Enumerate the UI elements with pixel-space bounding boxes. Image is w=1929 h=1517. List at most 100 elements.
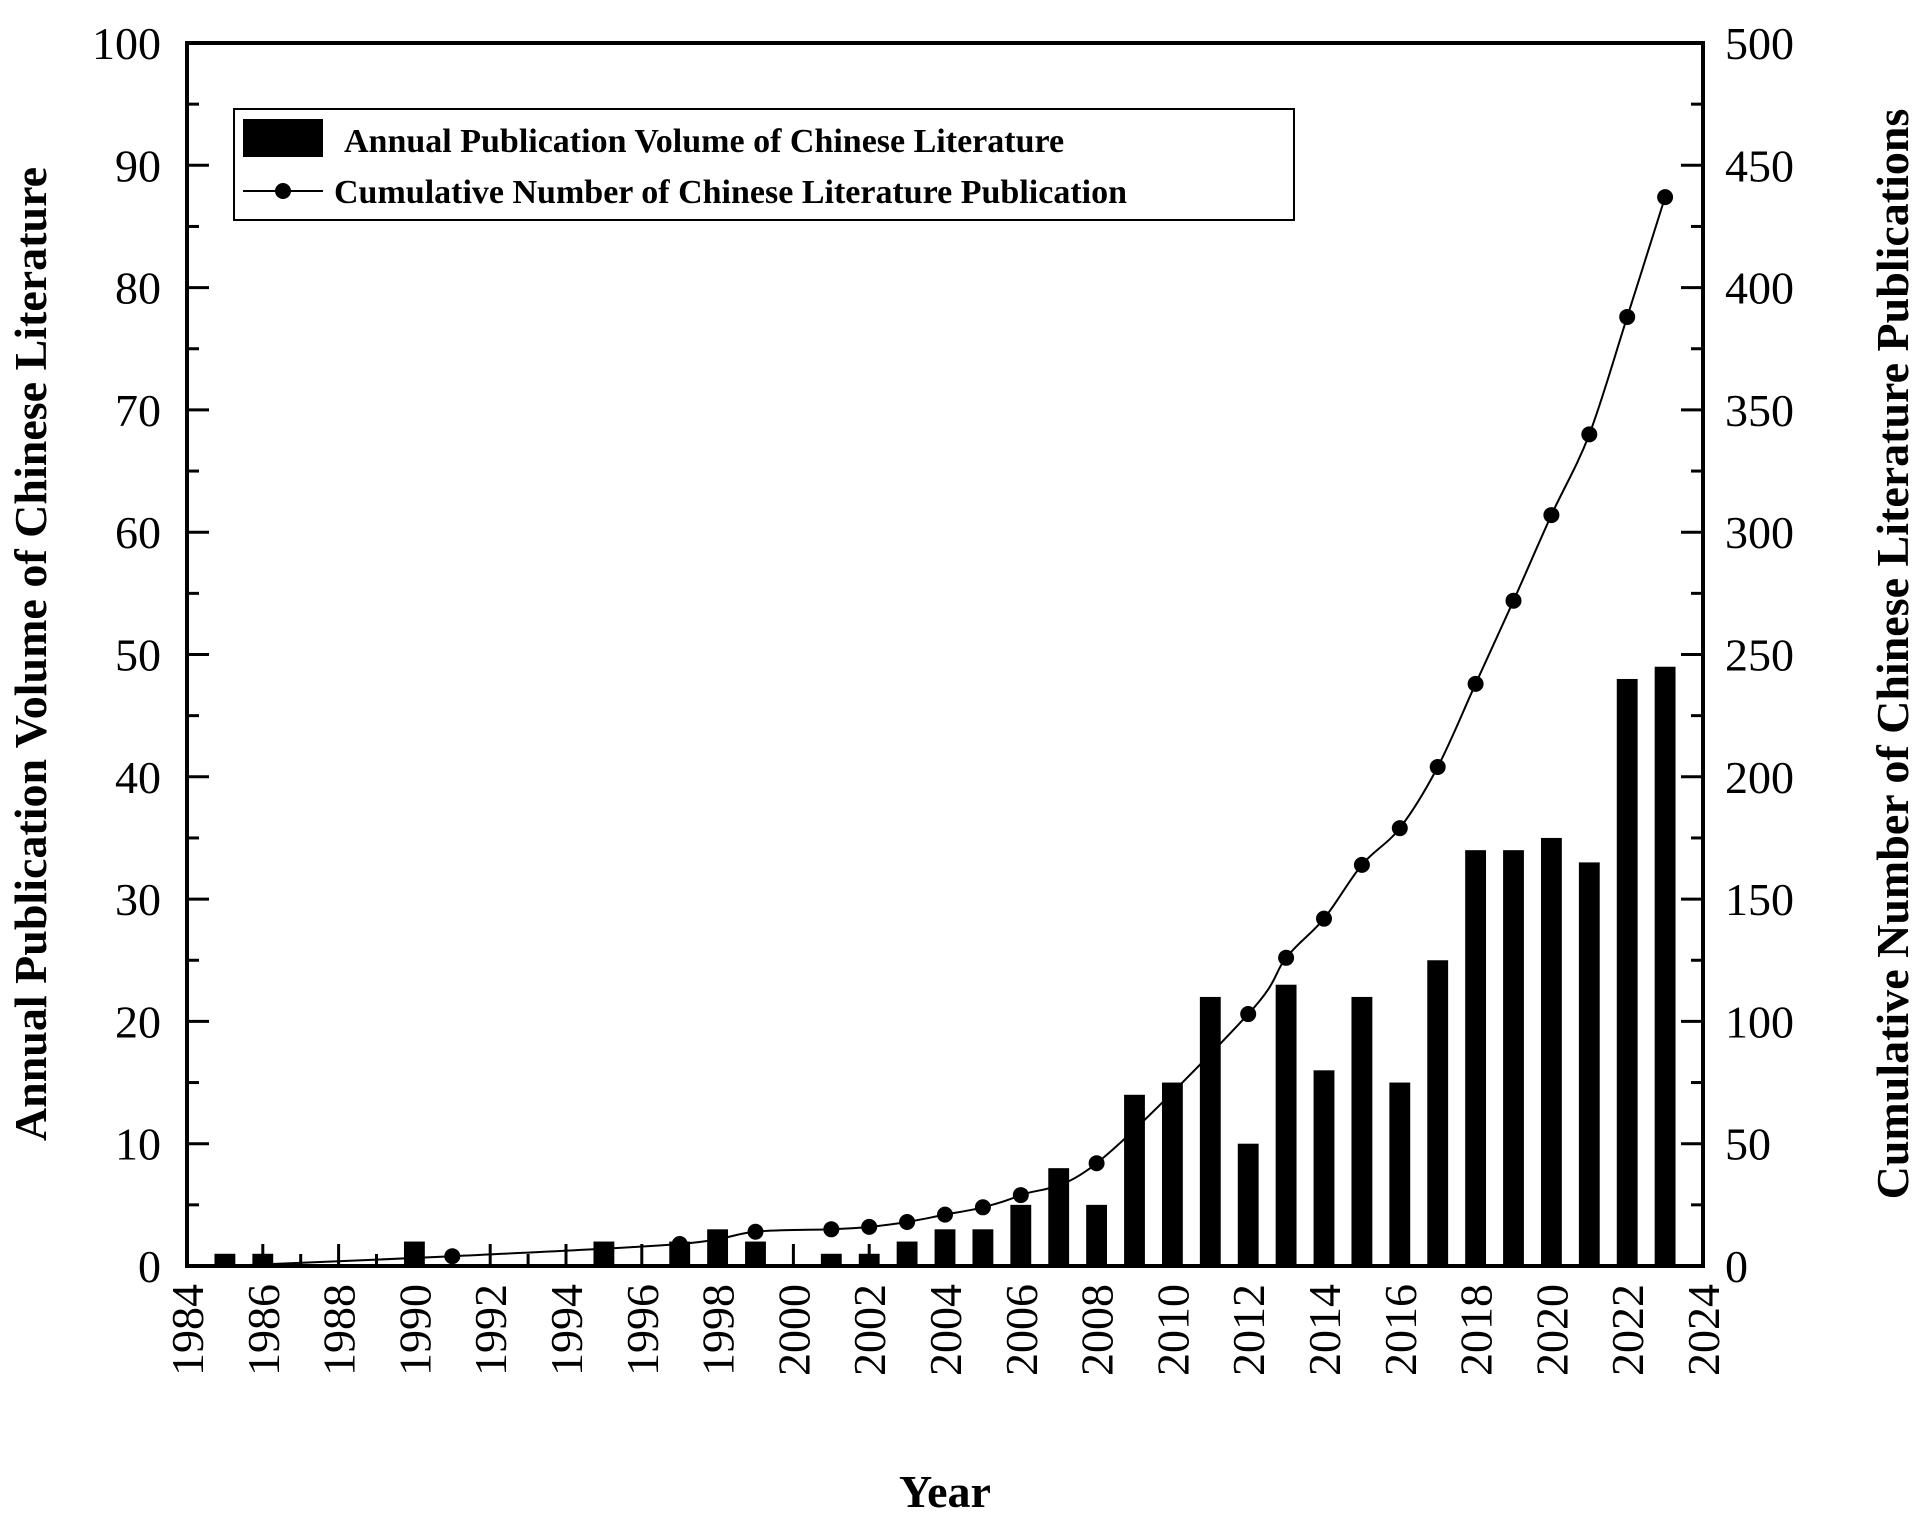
y-right-tick-label: 350 <box>1725 385 1794 436</box>
x-tick-label: 2024 <box>1678 1284 1729 1376</box>
cumulative-point-2019 <box>1505 592 1522 609</box>
cumulative-point-2021 <box>1581 426 1598 443</box>
cumulative-point-2015 <box>1353 856 1370 873</box>
bar-2023 <box>1654 666 1676 1266</box>
bar-2010 <box>1161 1082 1183 1266</box>
y-right-tick-label: 250 <box>1725 630 1794 681</box>
x-tick-label: 2002 <box>844 1284 895 1376</box>
cumulative-point-2018 <box>1467 675 1484 692</box>
bar-2007 <box>1048 1168 1070 1266</box>
legend-line-marker <box>275 183 291 199</box>
y-left-tick-label: 90 <box>115 140 161 191</box>
bar-1990 <box>403 1241 425 1266</box>
bar-2019 <box>1503 850 1524 1266</box>
legend-bar-swatch <box>243 119 323 157</box>
x-tick-label: 2004 <box>920 1284 971 1376</box>
bar-1999 <box>745 1241 766 1266</box>
bar-1995 <box>593 1241 615 1266</box>
legend-box <box>233 108 1295 221</box>
bar-1998 <box>707 1229 729 1266</box>
legend: Annual Publication Volume of Chinese Lit… <box>233 108 1295 221</box>
y-left-tick-label: 0 <box>138 1241 161 1292</box>
x-tick-label: 2022 <box>1602 1284 1653 1376</box>
cumulative-point-2008 <box>1088 1155 1105 1172</box>
cumulative-line <box>224 196 1667 1267</box>
bar-2011 <box>1199 996 1221 1266</box>
cumulative-point-2002 <box>861 1218 878 1235</box>
bar-2016 <box>1389 1082 1411 1266</box>
x-tick-label: 2018 <box>1451 1284 1502 1376</box>
bar-2015 <box>1351 996 1373 1266</box>
y-right-tick-label: 100 <box>1725 996 1794 1047</box>
y-right-tick-label: 450 <box>1725 140 1794 191</box>
y-left-tick-label: 30 <box>115 874 161 925</box>
y-right-tick-label: 400 <box>1725 263 1794 314</box>
x-tick-label: 1996 <box>617 1284 668 1376</box>
y-left-tick-label: 100 <box>92 18 161 69</box>
y-left-tick-label: 70 <box>115 385 161 436</box>
cumulative-point-2005 <box>974 1199 991 1216</box>
cumulative-point-2020 <box>1543 507 1560 524</box>
bar-2009 <box>1124 1094 1145 1266</box>
cumulative-point-2014 <box>1316 910 1332 927</box>
cumulative-point-2023 <box>1657 189 1674 206</box>
x-tick-label: 1992 <box>465 1284 516 1376</box>
bar-2008 <box>1086 1204 1108 1266</box>
bar-2021 <box>1578 862 1600 1266</box>
plot-frame <box>185 41 1705 1268</box>
x-tick-label: 2012 <box>1223 1284 1274 1376</box>
y-left-tick-label: 10 <box>115 1119 161 1170</box>
bar-2012 <box>1237 1143 1259 1266</box>
cumulative-point-1991 <box>444 1248 461 1265</box>
x-tick-label: 1994 <box>541 1284 592 1376</box>
bar-1986 <box>252 1253 274 1266</box>
x-tick-labels: 1984 1986 1988 1990 1992 1994 1996 1998 2000 2002… <box>162 1284 1729 1376</box>
bar-2018 <box>1465 850 1487 1266</box>
bar-2020 <box>1540 837 1562 1266</box>
y-left-tick-label: 60 <box>115 507 161 558</box>
y-right-tick-label: 0 <box>1725 1241 1748 1292</box>
annual-volume-bars <box>214 666 1676 1266</box>
bar-2017 <box>1427 960 1449 1266</box>
y-left-axis-title: Annual Publication Volume of Chinese Lit… <box>5 167 56 1141</box>
cumulative-series <box>224 189 1674 1267</box>
y-right-tick-label: 200 <box>1725 752 1794 803</box>
bar-1985 <box>214 1253 236 1266</box>
bar-2004 <box>934 1229 956 1266</box>
cumulative-point-2017 <box>1429 759 1446 776</box>
bar-2022 <box>1616 678 1638 1266</box>
cumulative-point-2004 <box>937 1206 953 1223</box>
bar-2014 <box>1313 1070 1335 1266</box>
bar-2005 <box>972 1229 994 1266</box>
y-right-tick-label: 500 <box>1725 18 1794 69</box>
legend-line-label: Cumulative Number of Chinese Literature … <box>334 174 1127 211</box>
x-tick-label: 2008 <box>1072 1284 1123 1376</box>
x-tick-label: 2020 <box>1526 1284 1577 1376</box>
x-tick-label: 2006 <box>996 1284 1047 1376</box>
x-tick-label: 2000 <box>768 1284 819 1376</box>
x-tick-label: 1984 <box>162 1284 213 1376</box>
cumulative-point-2022 <box>1619 308 1636 325</box>
cumulative-point-1997 <box>671 1235 688 1252</box>
cumulative-point-2006 <box>1012 1187 1029 1204</box>
x-tick-label: 2010 <box>1147 1284 1198 1376</box>
cumulative-point-2001 <box>823 1221 840 1238</box>
x-tick-label: 2016 <box>1375 1284 1426 1376</box>
cumulative-point-1999 <box>747 1223 764 1240</box>
x-tick-label: 1998 <box>693 1284 744 1376</box>
legend-bar-label: Annual Publication Volume of Chinese Lit… <box>344 123 1064 160</box>
y-right-tick-label: 50 <box>1725 1119 1771 1170</box>
y-right-tick-label: 300 <box>1725 507 1794 558</box>
bar-2002 <box>858 1253 880 1266</box>
x-tick-label: 1988 <box>314 1284 365 1376</box>
cumulative-point-2016 <box>1391 820 1408 837</box>
y-right-tick-label: 150 <box>1725 874 1794 925</box>
y-right-axis-title: Cumulative Number of Chinese Literature … <box>1867 109 1918 1200</box>
y-left-tick-labels: 0 10 20 30 40 50 60 70 80 90 100 <box>92 18 161 1292</box>
bar-2003 <box>896 1241 918 1266</box>
y-left-tick-label: 50 <box>115 630 161 681</box>
x-tick-label: 1990 <box>389 1284 440 1376</box>
y-right-tick-labels: 0 50 100 150 200 250 300 350 400 450 500 <box>1725 18 1794 1292</box>
cumulative-point-2003 <box>899 1213 916 1230</box>
